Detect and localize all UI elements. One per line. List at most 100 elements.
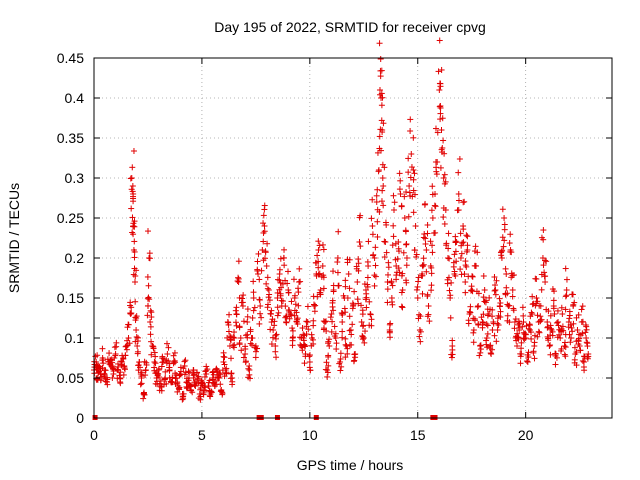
data-point — [453, 258, 460, 265]
data-point — [514, 330, 521, 337]
data-point — [316, 289, 323, 296]
data-point — [129, 183, 136, 189]
data-point — [99, 345, 106, 352]
data-point — [479, 324, 486, 331]
data-point — [273, 331, 280, 338]
data-point — [473, 288, 480, 295]
x-axis-label: GPS time / hours — [297, 457, 404, 473]
data-point — [268, 319, 275, 326]
data-point — [365, 238, 372, 245]
data-point — [551, 310, 558, 317]
data-point — [290, 276, 297, 283]
data-point — [134, 343, 141, 349]
data-point — [393, 272, 400, 279]
data-point — [407, 127, 414, 134]
data-point — [432, 203, 439, 210]
data-point — [131, 223, 138, 230]
data-point — [455, 197, 462, 204]
data-point — [125, 321, 132, 328]
data-point — [282, 314, 289, 321]
data-point — [264, 274, 271, 281]
data-point — [272, 348, 279, 355]
data-point — [245, 374, 252, 381]
data-point — [260, 238, 267, 245]
data-point — [138, 380, 145, 387]
data-point — [437, 104, 444, 111]
data-point — [320, 285, 327, 292]
x-tick-label: 0 — [90, 427, 98, 443]
data-point — [547, 325, 554, 332]
data-point — [498, 248, 505, 255]
data-point — [558, 304, 565, 311]
y-tick-label: 0.25 — [57, 210, 84, 226]
data-point — [133, 333, 140, 340]
data-point — [350, 301, 357, 308]
data-point — [163, 357, 170, 364]
data-point — [286, 308, 293, 315]
data-point — [470, 329, 477, 336]
data-point — [417, 328, 424, 335]
data-point — [369, 223, 376, 229]
data-point — [423, 268, 430, 275]
data-point — [344, 350, 351, 357]
data-point — [415, 274, 422, 281]
data-point — [202, 368, 209, 375]
data-point — [145, 294, 152, 301]
data-point — [566, 312, 573, 319]
data-point — [468, 287, 475, 294]
data-point — [127, 311, 134, 317]
data-point — [266, 297, 273, 304]
data-point — [124, 342, 131, 349]
data-point — [300, 342, 307, 349]
data-point — [503, 271, 510, 277]
data-point — [306, 353, 313, 360]
data-point — [408, 164, 415, 171]
data-point — [489, 313, 496, 320]
data-point — [376, 208, 383, 215]
data-point — [244, 331, 251, 338]
data-point — [315, 264, 322, 271]
data-point — [288, 312, 295, 319]
data-point — [492, 291, 499, 298]
data-point — [158, 363, 165, 370]
data-point — [134, 350, 141, 357]
data-point — [403, 262, 410, 269]
data-point — [131, 254, 138, 261]
data-point — [391, 199, 398, 206]
data-point — [493, 277, 500, 284]
data-point — [132, 273, 139, 280]
data-point — [582, 329, 589, 336]
data-point — [517, 353, 524, 360]
data-point — [342, 283, 349, 290]
data-point — [446, 287, 453, 294]
data-point — [419, 290, 426, 297]
data-point — [445, 245, 452, 252]
data-point — [358, 319, 365, 325]
data-point — [380, 183, 387, 189]
data-point — [128, 175, 135, 181]
data-point — [249, 342, 256, 349]
data-point — [401, 193, 408, 200]
data-point — [296, 265, 303, 272]
data-point — [186, 369, 193, 376]
data-point — [371, 272, 378, 279]
data-point — [497, 249, 504, 256]
data-point — [480, 294, 487, 301]
data-point — [417, 338, 424, 345]
data-point — [303, 318, 310, 325]
data-point — [448, 279, 455, 286]
data-point — [536, 329, 543, 336]
y-tick-label: 0.1 — [65, 330, 85, 346]
data-point — [428, 282, 435, 289]
data-point — [537, 318, 544, 325]
data-point — [509, 287, 516, 293]
data-point — [403, 255, 410, 261]
data-point — [246, 363, 253, 370]
data-point — [132, 279, 139, 285]
data-point — [563, 287, 570, 293]
data-point — [429, 183, 436, 190]
data-point — [429, 249, 436, 256]
data-point — [320, 246, 327, 253]
data-point — [260, 212, 267, 219]
data-point — [323, 359, 330, 366]
